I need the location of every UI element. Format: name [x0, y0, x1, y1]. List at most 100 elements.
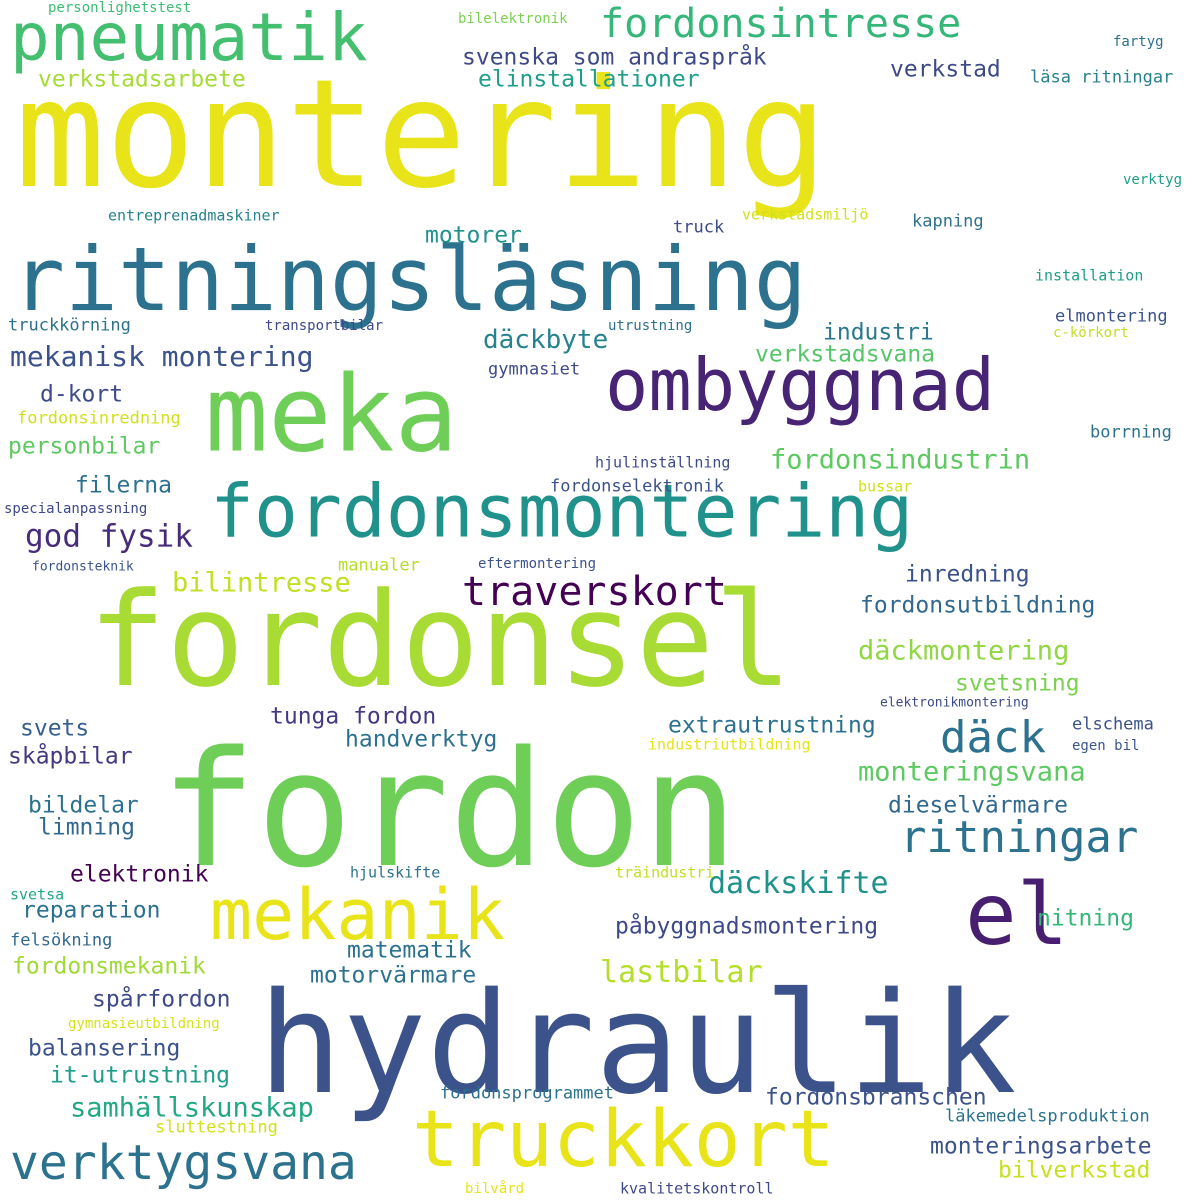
word-balansering: balansering [28, 1035, 181, 1062]
word-lasa-ritningar: läsa ritningar [1030, 67, 1174, 88]
word-fordonsindustrin: fordonsindustrin [770, 444, 1031, 476]
word-nitning: nitning [1037, 905, 1134, 932]
word-filerna: filerna [75, 472, 172, 499]
word-dackmontering: däckmontering [858, 635, 1070, 667]
word-samhallskunskap: samhällskunskap [70, 1092, 314, 1124]
word-skapbilar: skåpbilar [8, 743, 133, 770]
word-mekanisk-montering: mekanisk montering [10, 340, 314, 373]
word-verkstadsvana: verkstadsvana [755, 341, 936, 368]
word-monteringsvana: monteringsvana [858, 756, 1086, 788]
word-reparation: reparation [22, 897, 161, 924]
word-egen-bil: egen bil [1072, 738, 1140, 754]
word-c-korkort: c-körkort [1053, 325, 1129, 341]
word-bilelektronik: bilelektronik [458, 11, 568, 27]
word-lakemedelsproduktion: läkemedelsproduktion [945, 1106, 1150, 1127]
word-bilverkstad: bilverkstad [998, 1157, 1151, 1184]
word-eftermontering: eftermontering [478, 556, 597, 572]
word-fordonsutbildning: fordonsutbildning [860, 592, 1096, 619]
word-truckkort: truckkort [412, 1095, 835, 1185]
word-verktyg: verktyg [1123, 172, 1183, 188]
word-inredning: inredning [905, 561, 1030, 588]
word-traindustri: träindustri [615, 863, 715, 882]
word-dackskifte: däckskifte [708, 866, 889, 901]
word-bussar: bussar [858, 477, 913, 496]
word-bilvard: bilvård [465, 1181, 525, 1197]
word-ritningar: ritningar [900, 812, 1139, 863]
word-personlighetstest: personlighetstest [48, 0, 192, 16]
word-dack: däck [940, 712, 1046, 763]
word-truck: truck [673, 217, 725, 238]
word-svetsa: svetsa [10, 885, 65, 904]
word-elektronikmontering: elektronikmontering [880, 695, 1029, 711]
word-fordon: fordon [160, 716, 738, 903]
word-fartyg: fartyg [1113, 34, 1164, 50]
word-felsokning: felsökning [10, 930, 113, 951]
word-ritningslasning: ritningsläsning [12, 228, 807, 331]
word-svetsning: svetsning [955, 670, 1080, 697]
word-industri: industri [823, 319, 934, 346]
word-svenska-som-andrasprak: svenska som andraspråk [462, 44, 767, 71]
word-traverskort: traverskort [462, 569, 727, 615]
word-svets: svets [20, 715, 90, 742]
word-manualer: manualer [338, 555, 420, 576]
word-pneumatik: pneumatik [10, 0, 368, 76]
word-kvalitetskontroll: kvalitetskontroll [620, 1179, 774, 1198]
word-tunga-fordon: tunga fordon [270, 703, 437, 730]
word-verkstad: verkstad [890, 56, 1001, 83]
word-god-fysik: god fysik [25, 518, 193, 555]
word-pabyggnadsmontering: påbyggnadsmontering [615, 913, 879, 940]
word-gymnasieutbildning: gymnasieutbildning [68, 1016, 220, 1032]
word-fordonsteknik: fordonsteknik [32, 559, 134, 575]
word-dieselvarmare: dieselvärmare [888, 792, 1069, 819]
word-motorvarmare: motorvärmare [310, 962, 477, 989]
word-fordonselektronik: fordonselektronik [550, 476, 724, 497]
word-handverktyg: handverktyg [345, 726, 498, 753]
word-kapning: kapning [912, 211, 984, 232]
word-elmontering: elmontering [1055, 306, 1168, 327]
word-industriutbildning: industriutbildning [648, 735, 811, 754]
word-d-kort: d-kort [40, 381, 124, 408]
word-bildelar: bildelar [28, 792, 139, 819]
word-ombyggnad: ombyggnad [605, 343, 996, 427]
word-montering: montering [15, 48, 828, 222]
word-transportbilar: transportbilar [265, 318, 384, 334]
word-fordonsmontering: fordonsmontering [210, 469, 914, 555]
word-gymnasiet: gymnasiet [488, 359, 581, 380]
word-el: el [965, 865, 1069, 965]
word-motorer: motorer [425, 222, 522, 249]
word-extrautrustning: extrautrustning [668, 712, 876, 739]
word-hydraulik: hydraulik [258, 963, 1017, 1126]
word-elektronik: elektronik [70, 861, 209, 888]
word-lastbilar: lastbilar [600, 955, 763, 990]
word-fordonsel: fordonsel [88, 564, 793, 716]
word-specialanpassning: specialanpassning [4, 501, 148, 517]
word-fordonsmekanik: fordonsmekanik [12, 953, 206, 980]
word-mekanik: mekanik [210, 874, 506, 956]
word-utrustning: utrustning [608, 318, 693, 334]
word-sparfordon: spårfordon [92, 986, 231, 1013]
word-monteringsarbete: monteringsarbete [930, 1133, 1152, 1160]
word-fordonsprogrammet: fordonsprogrammet [440, 1083, 614, 1104]
word-verktygsvana: verktygsvana [10, 1135, 357, 1191]
word-truckkorning: truckkörning [8, 315, 131, 336]
word-meka: meka [205, 353, 458, 476]
word-borrning: borrning [1090, 422, 1172, 443]
word-verkstadsmiljo: verkstadsmiljö [742, 205, 869, 224]
word-hjulinstallning: hjulinställning [595, 453, 731, 472]
word-elschema: elschema [1072, 714, 1154, 735]
word-entreprenadmaskiner: entreprenadmaskiner [108, 206, 280, 225]
word-matematik: matematik [347, 937, 472, 964]
word-personbilar: personbilar [8, 433, 161, 460]
word-dackbyte: däckbyte [483, 325, 609, 355]
word-elinstallationer: elinstallationer [478, 66, 700, 93]
word-installation: installation [1035, 266, 1144, 285]
word-sluttestning: sluttestning [155, 1117, 278, 1138]
word-limning: limning [38, 814, 135, 841]
word-hjulskifte: hjulskifte [350, 863, 441, 882]
word-verkstadsarbete: verkstadsarbete [38, 66, 246, 93]
word-it-utrustning: it-utrustning [50, 1062, 231, 1089]
word-fordonsbranschen: fordonsbranschen [765, 1084, 987, 1111]
word-fordonsintresse: fordonsintresse [600, 1, 962, 47]
word-bilintresse: bilintresse [172, 567, 351, 599]
